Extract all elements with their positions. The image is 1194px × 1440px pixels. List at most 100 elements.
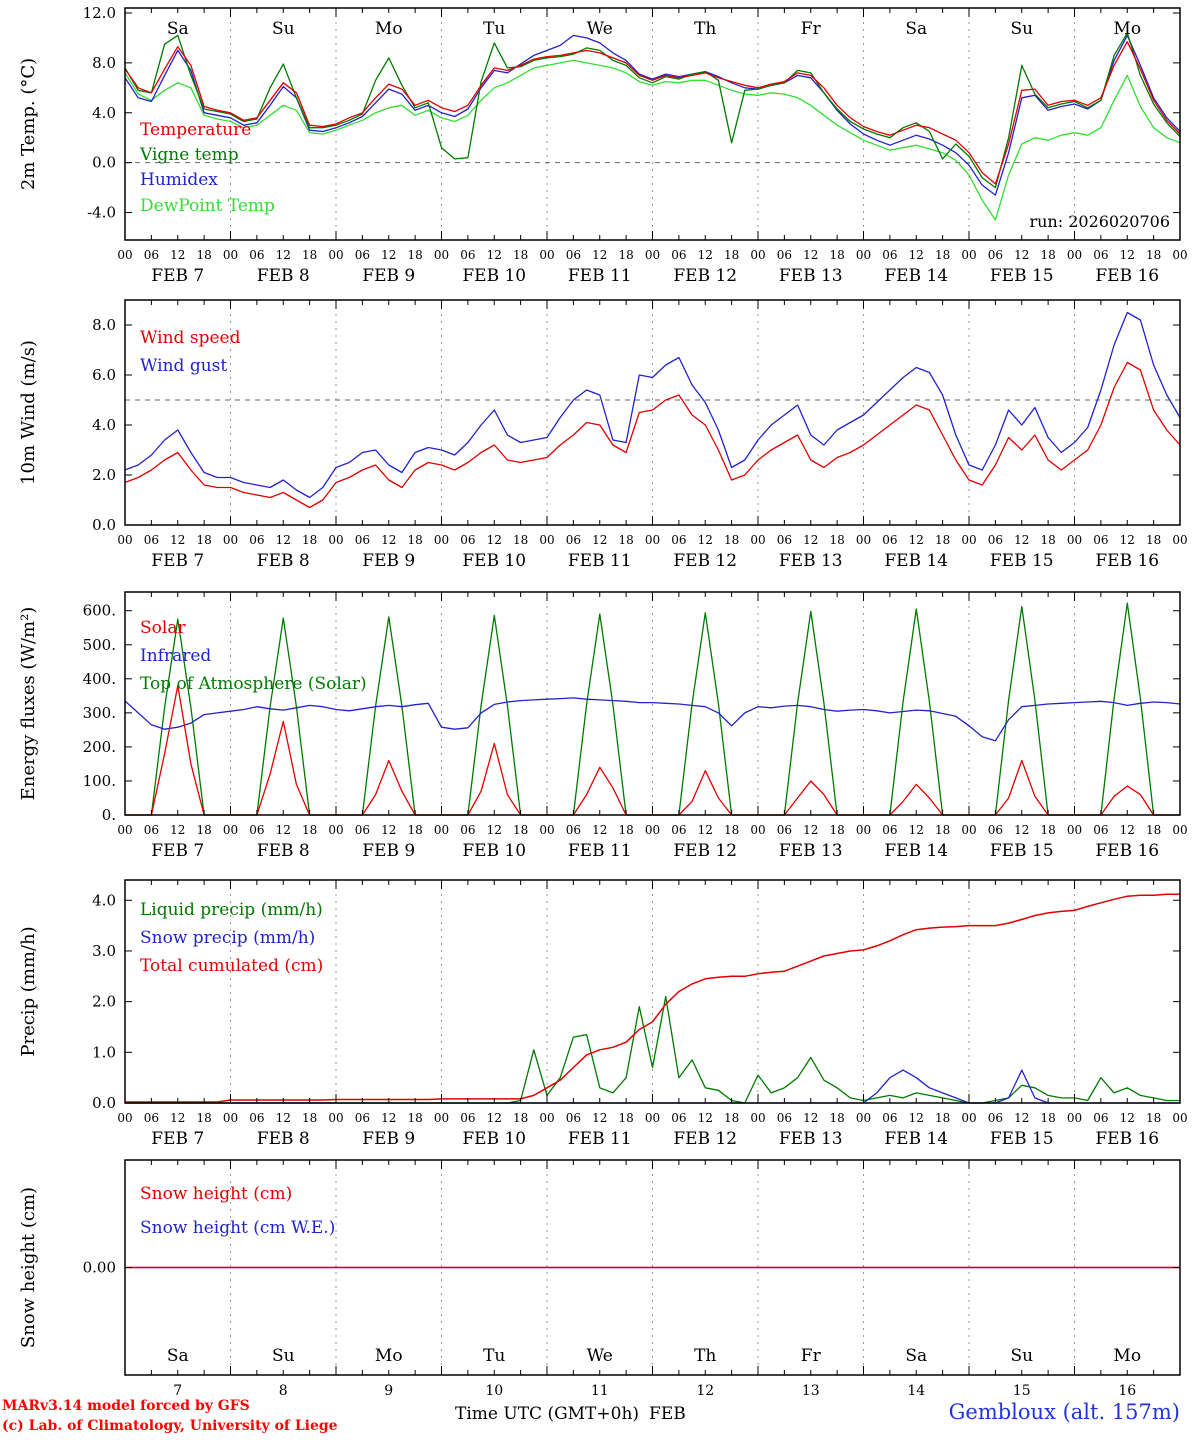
- svg-text:12: 12: [381, 533, 396, 547]
- svg-text:06: 06: [882, 248, 897, 262]
- svg-text:FEB 14: FEB 14: [884, 266, 948, 286]
- svg-text:00: 00: [223, 823, 238, 837]
- svg-text:Mo: Mo: [1113, 1346, 1141, 1366]
- svg-text:06: 06: [566, 823, 581, 837]
- svg-text:18: 18: [1040, 823, 1055, 837]
- svg-text:18: 18: [196, 1111, 211, 1125]
- svg-text:18: 18: [618, 823, 633, 837]
- svg-text:00: 00: [961, 823, 976, 837]
- svg-text:2.0: 2.0: [92, 466, 116, 484]
- svg-text:06: 06: [882, 823, 897, 837]
- svg-text:06: 06: [355, 248, 370, 262]
- svg-text:00: 00: [539, 533, 554, 547]
- svg-text:12: 12: [1120, 533, 1135, 547]
- svg-text:FEB 11: FEB 11: [568, 551, 632, 571]
- svg-text:8: 8: [279, 1383, 288, 1399]
- svg-text:06: 06: [1093, 1111, 1108, 1125]
- svg-text:06: 06: [460, 1111, 475, 1125]
- svg-text:06: 06: [144, 823, 159, 837]
- svg-text:12: 12: [487, 533, 502, 547]
- svg-text:10m Wind (m/s): 10m Wind (m/s): [18, 340, 39, 485]
- svg-text:12: 12: [381, 248, 396, 262]
- svg-text:06: 06: [460, 533, 475, 547]
- legend-humidex: Humidex: [140, 170, 218, 190]
- svg-text:Energy fluxes (W/m²): Energy fluxes (W/m²): [18, 607, 39, 801]
- svg-text:6.0: 6.0: [92, 366, 116, 384]
- svg-text:00: 00: [645, 1111, 660, 1125]
- legend-liquid-precip: Liquid precip (mm/h): [140, 900, 323, 920]
- svg-text:18: 18: [618, 248, 633, 262]
- svg-text:Sa: Sa: [167, 19, 189, 39]
- svg-text:00: 00: [328, 248, 343, 262]
- svg-text:FEB 14: FEB 14: [884, 1129, 948, 1149]
- svg-text:18: 18: [724, 823, 739, 837]
- svg-text:400.: 400.: [83, 670, 116, 688]
- svg-text:06: 06: [671, 248, 686, 262]
- svg-text:12: 12: [698, 1111, 713, 1125]
- svg-text:FEB 14: FEB 14: [884, 841, 948, 861]
- svg-text:-4.0: -4.0: [87, 204, 116, 222]
- svg-text:18: 18: [829, 823, 844, 837]
- time-axis-label: Time UTC (GMT+0h): [455, 1404, 640, 1424]
- legend-wind-speed: Wind speed: [140, 328, 241, 348]
- svg-text:12: 12: [1014, 823, 1029, 837]
- svg-text:FEB 16: FEB 16: [1095, 841, 1159, 861]
- svg-text:Sa: Sa: [905, 1346, 927, 1366]
- svg-text:12: 12: [698, 823, 713, 837]
- svg-text:FEB 13: FEB 13: [779, 551, 843, 571]
- svg-text:12: 12: [696, 1383, 714, 1399]
- svg-text:0.0: 0.0: [92, 1094, 116, 1112]
- svg-text:Th: Th: [694, 1346, 716, 1366]
- svg-text:18: 18: [407, 1111, 422, 1125]
- svg-text:06: 06: [144, 1111, 159, 1125]
- svg-text:12: 12: [592, 533, 607, 547]
- svg-text:00: 00: [645, 823, 660, 837]
- svg-text:FEB 11: FEB 11: [568, 1129, 632, 1149]
- svg-text:FEB 8: FEB 8: [257, 841, 310, 861]
- svg-text:FEB 11: FEB 11: [568, 841, 632, 861]
- svg-text:00: 00: [434, 248, 449, 262]
- svg-text:18: 18: [935, 1111, 950, 1125]
- svg-text:Su: Su: [272, 1346, 295, 1366]
- svg-text:06: 06: [249, 248, 264, 262]
- svg-text:12: 12: [170, 533, 185, 547]
- legend-dewpoint-temp: DewPoint Temp: [140, 196, 275, 216]
- svg-text:00: 00: [434, 1111, 449, 1125]
- svg-text:18: 18: [829, 248, 844, 262]
- svg-text:00: 00: [117, 248, 132, 262]
- svg-text:Snow height (cm): Snow height (cm): [18, 1187, 39, 1348]
- svg-text:12: 12: [170, 248, 185, 262]
- svg-text:06: 06: [1093, 248, 1108, 262]
- svg-text:18: 18: [1146, 533, 1161, 547]
- svg-text:FEB 7: FEB 7: [151, 1129, 204, 1149]
- svg-text:1.0: 1.0: [92, 1043, 116, 1061]
- svg-text:18: 18: [407, 823, 422, 837]
- svg-text:00: 00: [750, 533, 765, 547]
- svg-text:Tu: Tu: [483, 19, 505, 39]
- svg-text:00: 00: [328, 823, 343, 837]
- svg-text:12: 12: [1014, 533, 1029, 547]
- svg-text:18: 18: [513, 823, 528, 837]
- svg-text:FEB 9: FEB 9: [362, 551, 415, 571]
- svg-text:00: 00: [645, 533, 660, 547]
- svg-text:4.0: 4.0: [92, 416, 116, 434]
- svg-text:00: 00: [961, 1111, 976, 1125]
- svg-text:06: 06: [566, 533, 581, 547]
- svg-text:12: 12: [909, 533, 924, 547]
- svg-text:8.0: 8.0: [92, 316, 116, 334]
- svg-text:FEB 15: FEB 15: [990, 551, 1054, 571]
- svg-text:12: 12: [803, 1111, 818, 1125]
- svg-text:FEB 12: FEB 12: [673, 551, 737, 571]
- svg-text:FEB 7: FEB 7: [151, 841, 204, 861]
- svg-text:00: 00: [961, 248, 976, 262]
- svg-text:06: 06: [671, 1111, 686, 1125]
- svg-text:06: 06: [882, 1111, 897, 1125]
- svg-text:12: 12: [698, 533, 713, 547]
- svg-text:12: 12: [276, 823, 291, 837]
- svg-text:18: 18: [513, 533, 528, 547]
- svg-text:15: 15: [1013, 1383, 1031, 1399]
- svg-text:2m Temp. (°C): 2m Temp. (°C): [18, 58, 39, 190]
- svg-text:FEB 15: FEB 15: [990, 1129, 1054, 1149]
- svg-text:12: 12: [1014, 1111, 1029, 1125]
- svg-text:12: 12: [487, 823, 502, 837]
